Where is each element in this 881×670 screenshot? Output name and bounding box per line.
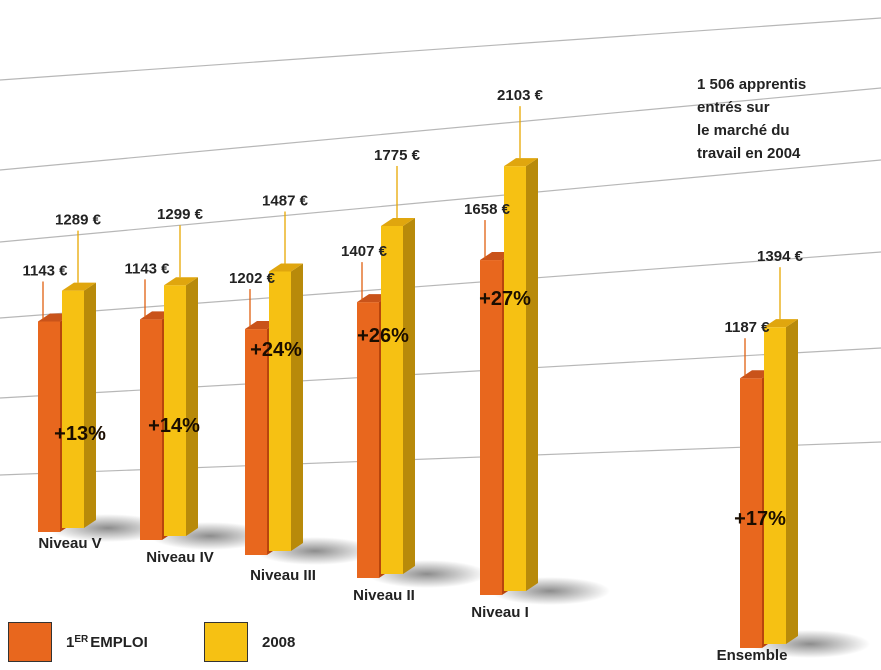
bar-2008-top <box>62 282 96 291</box>
value-label-first-job: 1407 € <box>341 243 388 260</box>
gridline <box>0 17 881 81</box>
gridline <box>0 159 881 243</box>
bar-2008-side <box>291 263 303 551</box>
bar-2008-side <box>186 277 198 536</box>
annotation-note: 1 506 apprentis entrés sur le marché du … <box>697 73 867 165</box>
bar-2008-top <box>269 263 303 272</box>
bar-2008-front <box>164 285 186 536</box>
legend-label-first-job: 1ER EMPLOI <box>66 634 148 651</box>
category-label: Ensemble <box>717 647 788 664</box>
legend-first-job-main: 1 <box>66 633 75 651</box>
legend-item-first-job: 1ER EMPLOI <box>8 622 148 662</box>
value-label-first-job: 1143 € <box>22 263 68 280</box>
legend-first-job-sup: ER <box>74 633 89 645</box>
note-line: entrés sur <box>697 99 770 116</box>
bar-2008-side <box>403 217 415 574</box>
bar-2008 <box>381 217 415 574</box>
gridline <box>0 87 881 171</box>
value-label-2008: 1394 € <box>757 248 804 265</box>
bar-2008-side <box>84 282 96 528</box>
bar-2008 <box>62 282 96 528</box>
growth-label: +24% <box>250 339 302 361</box>
value-label-first-job: 1202 € <box>229 270 276 287</box>
bar-first-job-front <box>38 321 60 532</box>
bar-2008 <box>504 158 538 591</box>
growth-label: +17% <box>734 508 786 530</box>
bar-2008-front <box>269 271 291 551</box>
bar-first-job-front <box>480 260 502 595</box>
note-line: travail en 2004 <box>697 145 801 162</box>
value-label-first-job: 1187 € <box>724 319 770 336</box>
legend: 1ER EMPLOI 2008 <box>0 622 420 662</box>
bar-2008 <box>269 263 303 551</box>
value-label-first-job: 1658 € <box>464 201 511 218</box>
bar-2008-top <box>504 158 538 167</box>
legend-label-2008: 2008 <box>262 633 296 651</box>
bar-first-job-front <box>140 319 162 540</box>
category-label: Niveau II <box>353 587 415 604</box>
value-label-first-job: 1143 € <box>124 260 170 277</box>
bar-2008 <box>764 319 798 644</box>
category-label: Niveau I <box>471 604 529 621</box>
note-line: le marché du <box>697 122 790 139</box>
bar-2008-front <box>504 166 526 591</box>
growth-label: +27% <box>479 288 531 310</box>
value-label-2008: 1289 € <box>55 212 102 229</box>
bar-first-job-front <box>740 378 762 648</box>
bar-2008-top <box>764 319 798 328</box>
growth-label: +13% <box>54 423 106 445</box>
value-label-2008: 1299 € <box>157 206 204 223</box>
value-label-2008: 1775 € <box>374 147 421 164</box>
gridline <box>0 251 881 319</box>
growth-label: +14% <box>148 415 200 437</box>
bar-2008-front <box>62 290 84 528</box>
value-label-2008: 1487 € <box>262 192 309 209</box>
bar-2008-side <box>786 319 798 644</box>
bar-2008-top <box>381 217 415 226</box>
growth-label: +26% <box>357 325 409 347</box>
legend-first-job-rest: EMPLOI <box>90 633 148 651</box>
category-label: Niveau III <box>250 567 316 584</box>
bar-2008-front <box>764 327 786 644</box>
category-label: Niveau IV <box>146 549 214 566</box>
legend-swatch-2008 <box>204 622 248 662</box>
legend-item-2008: 2008 <box>204 622 295 662</box>
category-label: Niveau V <box>38 535 101 552</box>
note-line: 1 506 apprentis <box>697 76 807 93</box>
bar-2008-front <box>381 225 403 574</box>
bar-first-job-front <box>245 329 267 555</box>
bar-2008-side <box>526 158 538 591</box>
value-label-2008: 2103 € <box>497 87 544 104</box>
bar-first-job-front <box>357 302 379 578</box>
bar-2008-top <box>164 277 198 286</box>
legend-swatch-first-job <box>8 622 52 662</box>
bar-2008 <box>164 277 198 536</box>
